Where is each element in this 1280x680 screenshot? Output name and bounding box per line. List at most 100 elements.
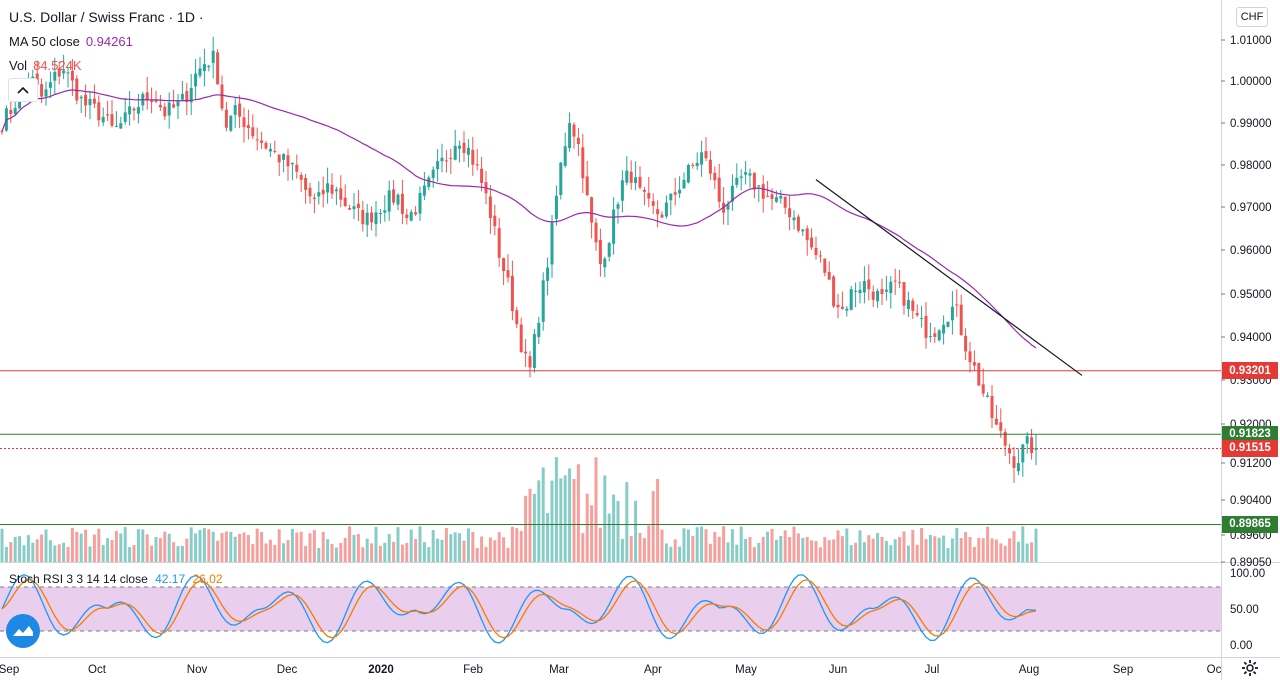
candle-body xyxy=(559,162,563,195)
volume-bar xyxy=(409,529,413,562)
volume-bar xyxy=(9,542,13,562)
volume-bar xyxy=(647,525,651,562)
volume-bar xyxy=(590,505,594,562)
candle-body xyxy=(343,197,347,207)
candle-body xyxy=(546,267,550,281)
time-axis-label: Feb xyxy=(463,664,483,676)
candle-body xyxy=(304,178,308,190)
candles-layer xyxy=(0,36,1038,483)
volume-bar xyxy=(444,528,448,562)
volume-bar xyxy=(26,535,30,562)
candle-body xyxy=(471,149,475,165)
candle-body xyxy=(185,91,189,102)
candle-body xyxy=(220,84,224,109)
candle-body xyxy=(207,66,211,68)
volume-bar xyxy=(466,528,470,562)
volume-bar xyxy=(136,529,140,562)
volume-bar xyxy=(400,544,404,562)
candle-body xyxy=(686,165,690,183)
volume-bar xyxy=(334,547,338,562)
volume-legend[interactable]: Vol 84.524K xyxy=(9,58,82,73)
candle-body xyxy=(132,108,136,111)
volume-bar xyxy=(106,538,110,562)
volume-bar xyxy=(537,480,541,562)
ma-legend[interactable]: MA 50 close 0.94261 xyxy=(9,34,133,49)
volume-bar xyxy=(255,528,259,562)
candle-body xyxy=(757,185,761,187)
candle-body xyxy=(462,142,466,154)
volume-bar xyxy=(598,527,602,562)
candle-body xyxy=(651,201,655,206)
candle-body xyxy=(990,395,994,419)
candle-body xyxy=(1030,437,1034,454)
volume-bar xyxy=(101,545,105,562)
candle-body xyxy=(1003,431,1007,446)
volume-bar xyxy=(119,533,123,562)
time-axis-label: Jun xyxy=(829,664,848,676)
volume-bar xyxy=(339,543,343,562)
volume-bar xyxy=(810,540,814,562)
collapse-legend-button[interactable] xyxy=(8,78,38,102)
candle-body xyxy=(796,216,800,231)
volume-bar xyxy=(546,513,550,562)
candle-body xyxy=(849,289,853,310)
candle-body xyxy=(255,139,259,141)
volume-bar xyxy=(35,539,39,562)
gear-icon[interactable] xyxy=(1241,659,1259,677)
volume-bar xyxy=(299,531,303,562)
candle-body xyxy=(53,71,57,81)
volume-bar xyxy=(1016,541,1020,562)
candle-body xyxy=(519,324,523,353)
stoch-legend[interactable]: Stoch RSI 3 3 14 14 close 42.17 26.02 xyxy=(9,572,227,586)
candle-body xyxy=(418,192,422,214)
candle-body xyxy=(893,280,897,282)
volume-bar xyxy=(660,529,664,562)
price-axis-label: 0.90400 xyxy=(1230,495,1272,507)
currency-badge[interactable]: CHF xyxy=(1236,7,1268,27)
symbol-title[interactable]: U.S. Dollar / Swiss Franc · 1D · xyxy=(9,9,204,25)
candle-body xyxy=(620,180,624,201)
volume-bar xyxy=(414,538,418,562)
candle-body xyxy=(986,395,990,397)
candle-body xyxy=(770,194,774,199)
volume-bar xyxy=(290,528,294,562)
volume-bar xyxy=(84,529,88,562)
price-axis-label: 1.01000 xyxy=(1230,35,1272,47)
candle-body xyxy=(211,50,215,63)
time-axis-label: Mar xyxy=(549,664,569,676)
volume-bar xyxy=(594,457,598,562)
price-axis-label: 0.89050 xyxy=(1230,557,1272,569)
time-axis-label: 2020 xyxy=(368,664,394,676)
candle-body xyxy=(999,422,1003,431)
candle-body xyxy=(510,275,514,312)
candle-body xyxy=(0,131,4,133)
candle-body xyxy=(238,103,242,117)
candle-body xyxy=(638,176,642,188)
volume-bar xyxy=(616,500,620,562)
volume-bar xyxy=(308,533,312,562)
volume-bar xyxy=(739,526,743,562)
candle-body xyxy=(700,152,704,165)
volume-bar xyxy=(233,536,237,562)
volume-bar xyxy=(22,545,26,562)
volume-bar xyxy=(13,536,17,562)
candle-body xyxy=(172,104,176,108)
tradingview-logo[interactable] xyxy=(6,614,40,648)
volume-bar xyxy=(686,529,690,562)
candle-body xyxy=(480,168,484,183)
candle-body xyxy=(180,93,184,100)
candle-body xyxy=(414,212,418,215)
volume-bar xyxy=(524,495,528,562)
volume-bar xyxy=(554,457,558,562)
volume-bar xyxy=(612,494,616,562)
candle-body xyxy=(647,192,651,199)
volume-bar xyxy=(656,479,660,562)
candle-body xyxy=(79,96,83,99)
volume-bar xyxy=(937,537,941,562)
candle-body xyxy=(572,124,576,137)
volume-bar xyxy=(348,526,352,562)
candle-body xyxy=(1016,463,1020,472)
candle-body xyxy=(409,212,413,221)
candle-body xyxy=(889,281,893,294)
